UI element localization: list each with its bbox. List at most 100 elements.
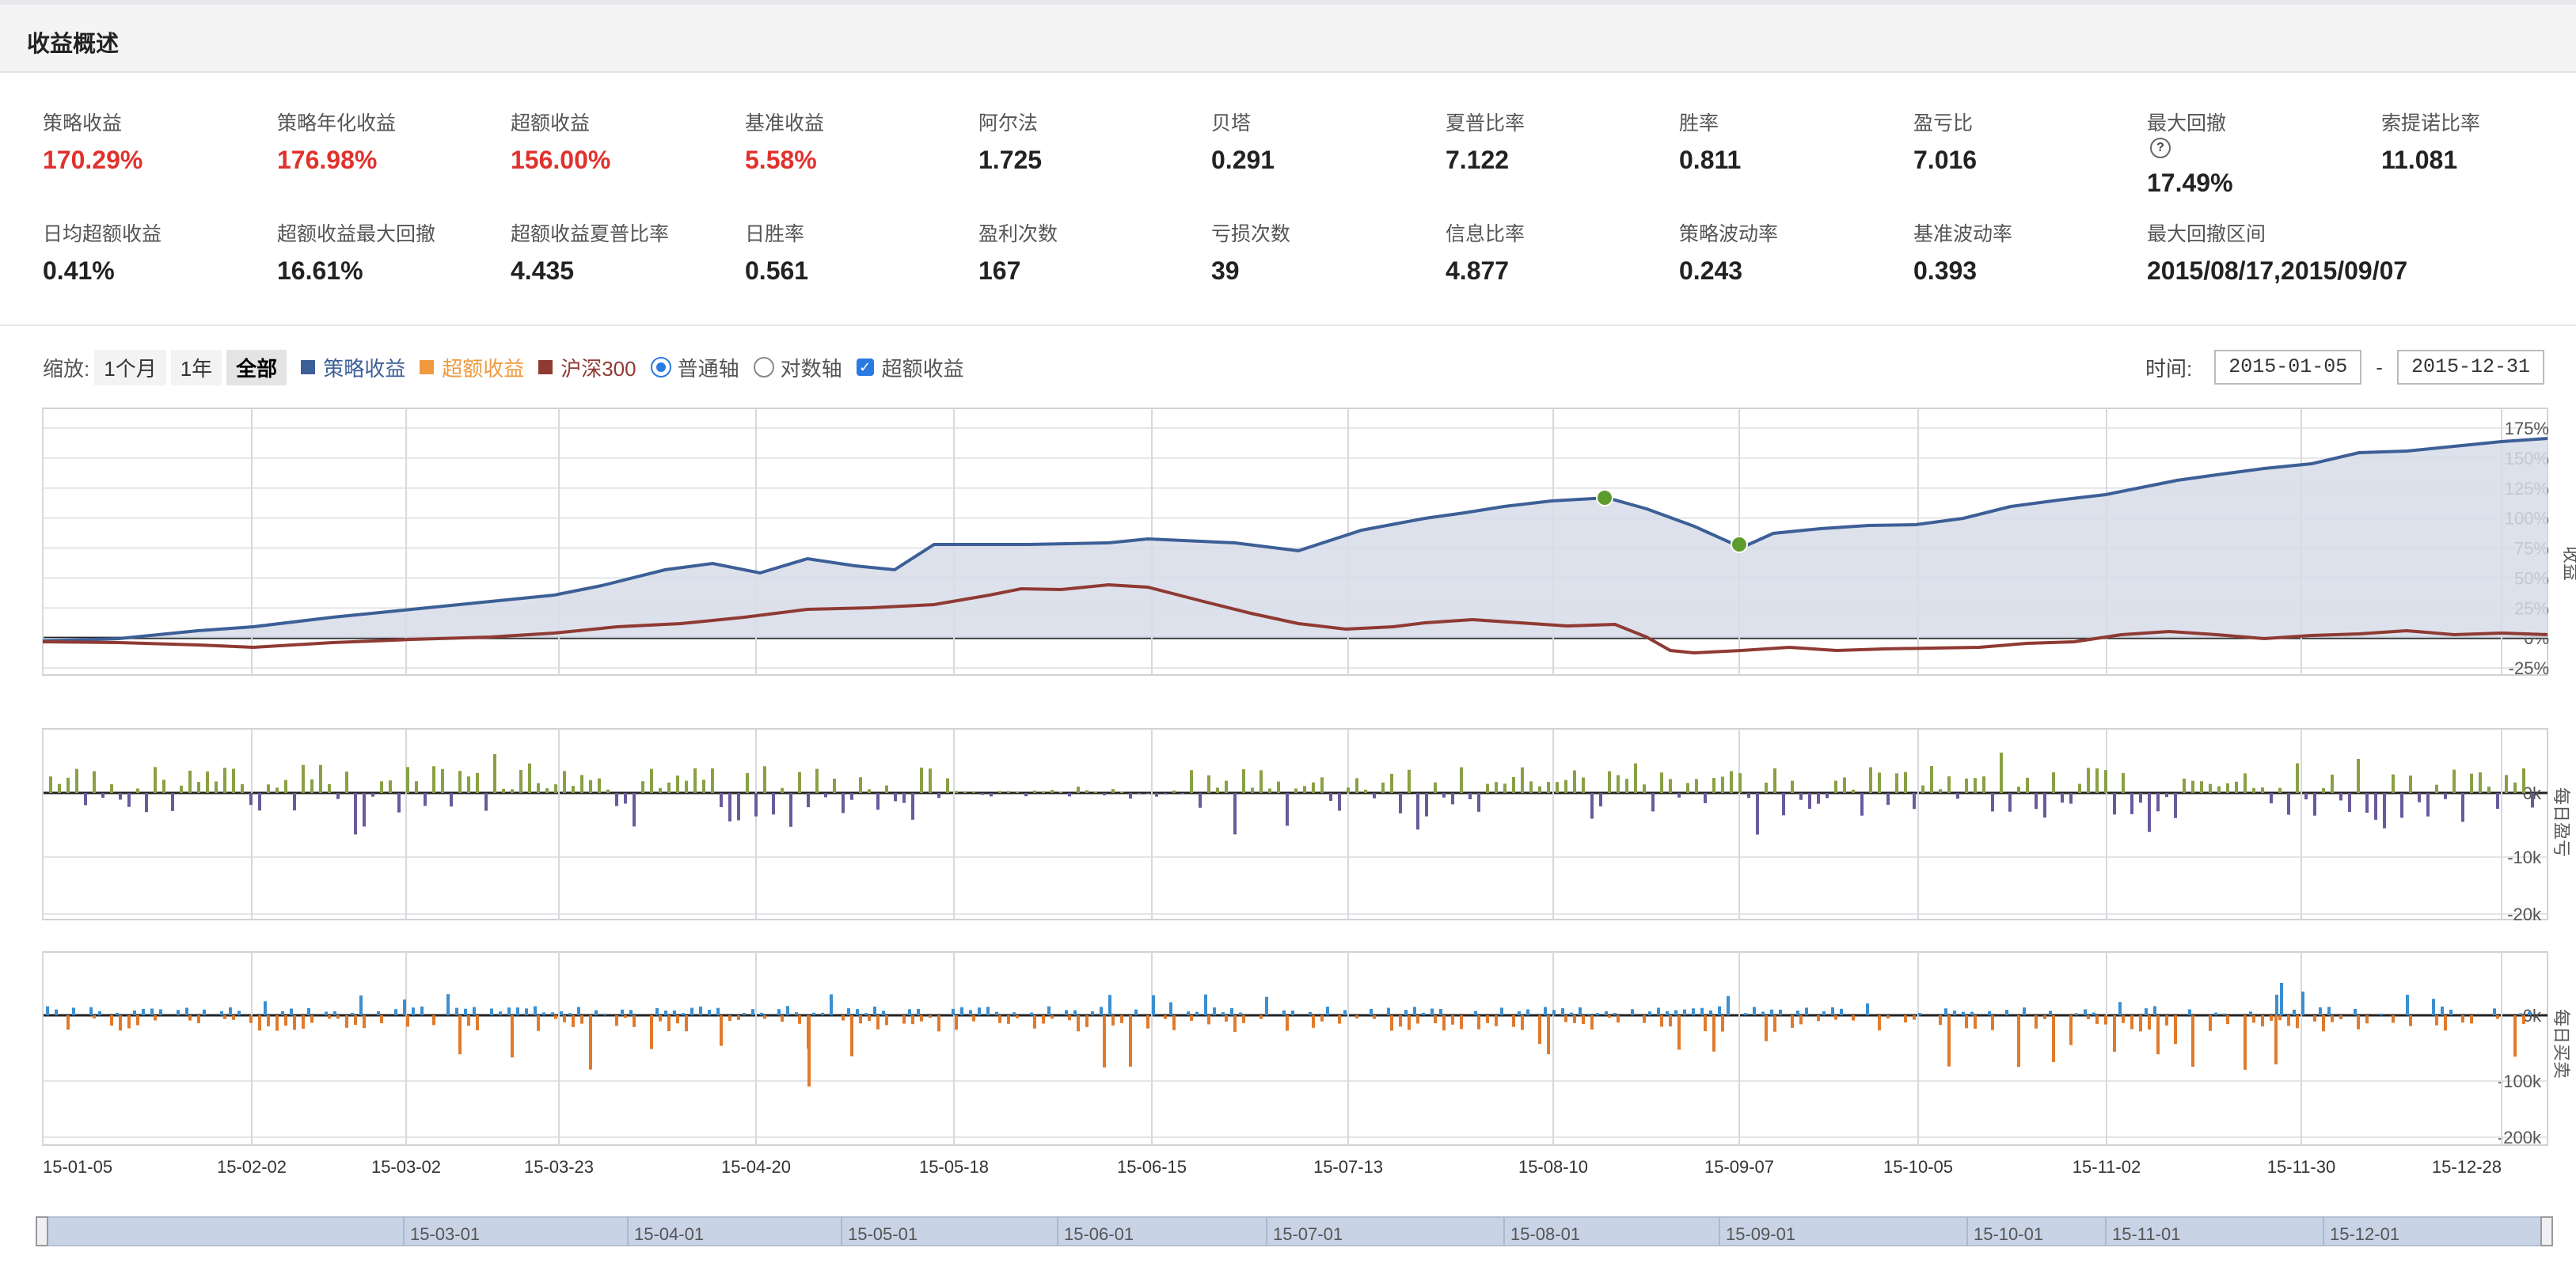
pnl-bar-gain [502, 788, 505, 793]
metric-0: 策略收益 170.29% [43, 108, 280, 175]
pnl-bar-gain [2392, 774, 2395, 793]
trade-bar-buy [1030, 1012, 1033, 1015]
trade-bar-sell [1103, 1015, 1106, 1068]
trade-bar-buy [2327, 1007, 2331, 1015]
pnl-bar-loss [894, 793, 897, 802]
metric-label: 盈亏比 [1913, 112, 1974, 135]
trade-bar-sell [1225, 1015, 1228, 1022]
trade-bar-buy [743, 1012, 746, 1015]
excess-return-checkbox[interactable]: ✓ [856, 358, 874, 376]
pnl-bar-gain [1460, 767, 1463, 793]
pnl-bar-loss [902, 793, 906, 803]
pnl-bar-loss [1425, 793, 1428, 817]
zoom-1-month-button[interactable]: 1个月 [94, 349, 166, 385]
pnl-bar-loss [1451, 793, 1454, 805]
trade-bar-buy [542, 1012, 545, 1015]
trade-bar-buy [446, 994, 450, 1015]
trade-bar-buy [847, 1008, 850, 1015]
navigator-tick-label: 15-09-01 [1726, 1224, 1795, 1244]
pnl-bar-loss [1129, 793, 1132, 799]
trade-bar-sell [1521, 1015, 1524, 1030]
pnl-bar-gain [188, 770, 192, 793]
trade-bar-buy [133, 1010, 136, 1015]
trade-bar-buy [177, 1010, 180, 1015]
pnl-bar-gain [1016, 791, 1019, 793]
pnl-bar-gain [2435, 784, 2438, 793]
trade-bar-sell [1111, 1015, 1115, 1026]
pnl-bar-loss [119, 793, 122, 800]
date-to-input[interactable]: 2015-12-31 [2396, 350, 2544, 385]
pnl-bar-gain [1207, 775, 1210, 793]
pnl-bar-loss [1199, 793, 1202, 808]
pnl-bar-loss [754, 793, 758, 817]
trade-bar-buy [351, 1012, 354, 1015]
pnl-bar-loss [1913, 793, 1916, 810]
trade-bar-sell [2087, 1015, 2090, 1019]
main-y-tick: 0% [2524, 628, 2549, 648]
x-tick-label: 15-06-15 [1117, 1157, 1187, 1177]
trade-bar-buy [2118, 1002, 2122, 1015]
pnl-bar-loss [2287, 793, 2290, 815]
pnl-bar-loss [2043, 793, 2046, 818]
trade-bar-buy [1796, 1011, 1799, 1015]
linear-axis-radio[interactable] [650, 357, 671, 377]
trade-bar-buy [159, 1009, 162, 1015]
log-axis-radio[interactable] [753, 357, 774, 377]
pnl-bar-gain [1268, 788, 1271, 793]
trade-bar-buy [89, 1007, 93, 1015]
pnl-bar-gain [1965, 778, 1968, 793]
trade-bar-sell [2191, 1015, 2194, 1067]
pnl-bar-gain [2122, 772, 2125, 793]
pnl-bar-loss [2374, 793, 2377, 820]
panel-title: 收益概述 [27, 32, 120, 57]
pnl-bar-loss [127, 793, 131, 807]
pnl-bar-gain [1111, 789, 1115, 793]
trade-bar-buy [403, 999, 406, 1015]
legend-strategy-return[interactable]: 策略收益 [301, 353, 405, 382]
trade-bar-buy [72, 1007, 75, 1015]
trade-bar-buy [603, 1013, 606, 1015]
trade-bar-sell [1712, 1015, 1715, 1052]
trade-bar-sell [2148, 1015, 2151, 1030]
pnl-bar-loss [249, 793, 253, 806]
date-from-input[interactable]: 2015-01-05 [2214, 350, 2362, 385]
metric-17: 信息比率 4.877 [1446, 218, 1683, 286]
pnl-bar-gain [162, 779, 165, 793]
trade-bar-buy [777, 1009, 781, 1015]
pnl-bar-loss [2383, 793, 2386, 829]
pnl-bar-gain [2470, 773, 2473, 793]
pnl-bar-loss [1146, 793, 1149, 795]
trade-bar-buy [325, 1011, 328, 1015]
trade-bar-sell [154, 1015, 157, 1021]
trade-bar-sell [2261, 1015, 2264, 1027]
pnl-bar-gain [746, 772, 749, 793]
x-tick-label: 15-10-05 [1883, 1157, 1953, 1177]
trade-bar-buy [812, 1012, 815, 1015]
trade-bar-sell [1878, 1015, 1881, 1030]
metric-label: 盈利次数 [978, 223, 1058, 245]
main-y-tick: 75% [2514, 539, 2549, 559]
pnl-bar-gain [519, 770, 522, 793]
legend-excess-return[interactable]: 超额收益 [420, 353, 524, 382]
main-chart-frame [42, 408, 2548, 676]
help-icon[interactable]: ? [2150, 138, 2171, 159]
pnl-bar-gain [2296, 763, 2299, 793]
trade-bar-sell [920, 1015, 923, 1022]
zoom-all-button[interactable]: 全部 [226, 349, 287, 385]
trade-bar-buy [2301, 992, 2304, 1015]
trade-bar-buy [1387, 1007, 1390, 1015]
navigator-tick-label: 15-03-01 [410, 1224, 480, 1244]
pnl-bar-gain [929, 768, 932, 793]
trade-bar-buy [1587, 1013, 1590, 1015]
x-tick-label: 15-03-02 [371, 1157, 441, 1177]
trade-bar-buy [690, 1007, 693, 1015]
x-tick-label: 15-08-10 [1518, 1157, 1588, 1177]
zoom-1-year-button[interactable]: 1年 [170, 349, 222, 385]
trade-bar-buy [359, 995, 363, 1015]
panel-header: 收益概述 [0, 5, 2576, 73]
main-y-tick: 50% [2514, 568, 2549, 588]
legend-csi300[interactable]: 沪深300 [538, 353, 636, 382]
trade-bar-buy [2153, 1006, 2156, 1015]
pnl-bar-loss [1747, 793, 1750, 798]
trade-bar-sell [2296, 1015, 2299, 1029]
